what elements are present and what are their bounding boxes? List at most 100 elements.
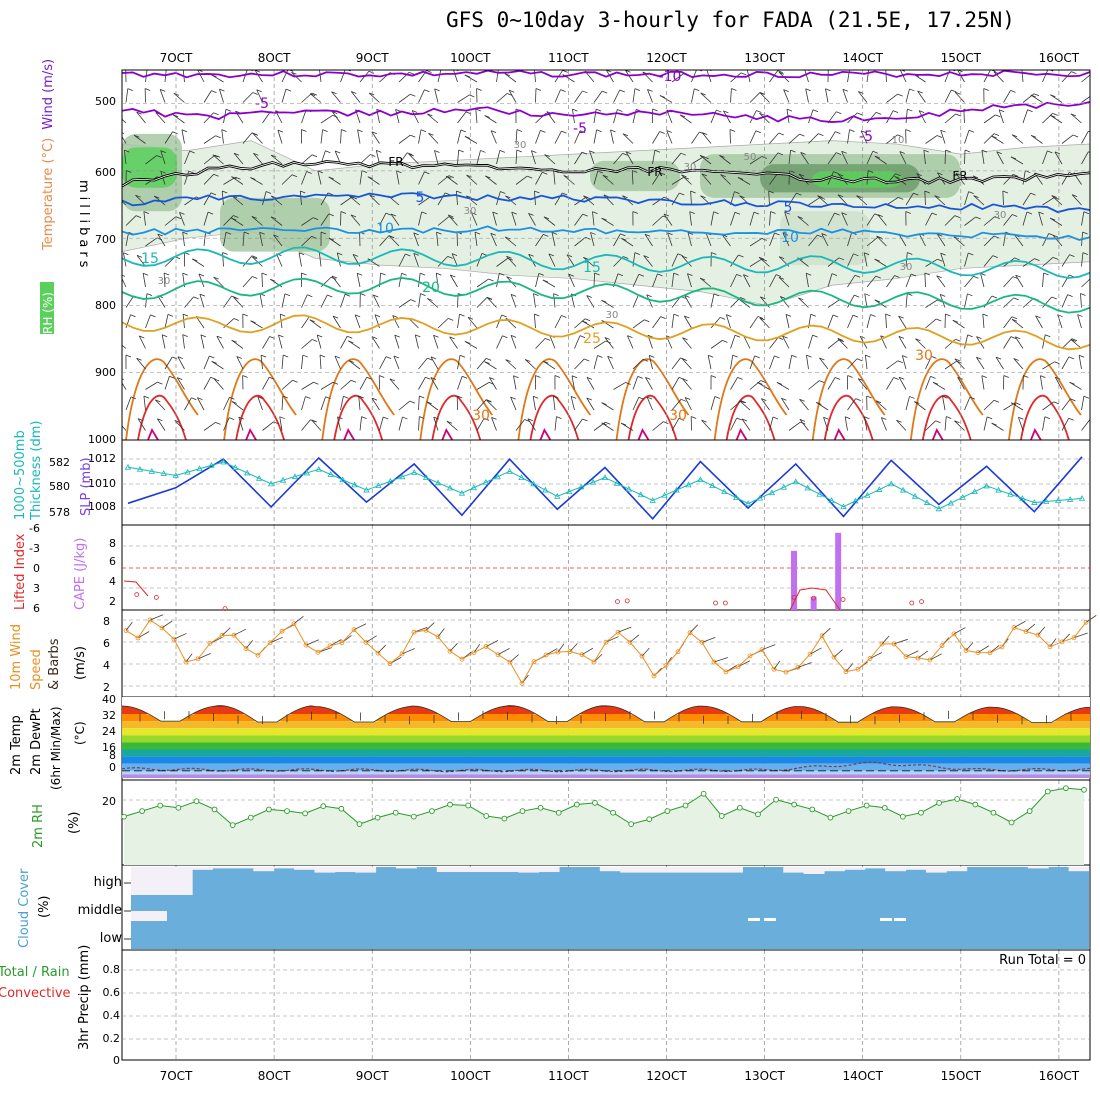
wind-barb-flag	[544, 154, 550, 157]
wind-barb	[769, 152, 779, 165]
wind-barb-flag	[894, 275, 900, 278]
wind-barb-flag	[534, 313, 540, 317]
wind-barb-flag	[817, 195, 823, 199]
wind-marker	[471, 650, 477, 656]
wind-barb	[741, 418, 751, 431]
wind-barb-flag	[535, 375, 541, 378]
cloud-mid-gap	[764, 918, 776, 921]
ytick-1000: 1000	[88, 433, 116, 446]
wind-barb	[331, 275, 341, 288]
wind-barb-flag	[486, 399, 492, 402]
wind-barb	[1042, 70, 1049, 83]
wind-barb	[749, 211, 755, 226]
wind-marker	[591, 659, 597, 665]
rh-marker	[863, 802, 870, 809]
wind-barb-flag	[125, 354, 132, 358]
wind-barb	[395, 109, 400, 124]
wind-barb-flag	[784, 211, 790, 215]
wind-barb	[886, 197, 899, 206]
rh2m-panel	[121, 785, 1090, 865]
wind-barb-flag	[1013, 297, 1019, 301]
ylabel-rh: RH (%)	[41, 292, 55, 334]
wind-barb	[827, 339, 840, 349]
wind-barb	[592, 211, 595, 226]
wind-barb-flag	[646, 396, 653, 400]
wind-barb	[679, 114, 692, 124]
li-marker	[919, 599, 924, 604]
wind-barb-flag	[385, 356, 392, 359]
wind-barb	[827, 131, 836, 144]
rh-marker	[1008, 819, 1015, 826]
wind-barb-flag	[213, 112, 219, 116]
wind-barb	[252, 256, 263, 267]
wind-barb-flag	[270, 216, 277, 220]
isotherm-40	[147, 427, 159, 440]
wind-barb-flag	[689, 211, 695, 214]
wind-barb	[797, 216, 809, 226]
wind-barb	[847, 232, 852, 247]
wind-barb	[866, 314, 871, 329]
wind-barb-flag	[993, 133, 1000, 137]
isotherm-label: -5	[859, 129, 873, 145]
wind-barb-flag	[875, 275, 881, 279]
wind-barb	[1014, 234, 1024, 247]
wind-barb	[213, 276, 224, 288]
wind-barb	[528, 213, 536, 226]
wind-barb-flag	[622, 195, 628, 199]
wind-barb	[749, 258, 763, 267]
wind-barb-flag	[283, 354, 289, 358]
wind-barb	[137, 631, 150, 639]
wind-barb-flag	[1080, 293, 1086, 296]
chart-title: GFS 0~10day 3-hourly for FADA (21.5E, 17…	[446, 8, 1015, 32]
wind-barb-flag	[973, 275, 979, 279]
wind-barb	[841, 212, 848, 226]
wind-barb-flag	[504, 73, 510, 76]
wind-barb-flag	[424, 89, 430, 93]
ylabel-thickness-2: Thickness (dm)	[29, 421, 44, 521]
wind-marker	[387, 661, 393, 667]
wind-barb	[833, 649, 843, 658]
cloud-high-gap	[192, 867, 214, 870]
wind-barb-flag	[446, 175, 452, 179]
wind-barb-flag	[799, 133, 805, 137]
wind-barb-flag	[350, 379, 357, 383]
wind-barb-flag	[430, 377, 436, 380]
wind-tick-2: 2	[103, 681, 110, 694]
wind-marker	[867, 656, 873, 661]
wind-barb	[252, 133, 263, 144]
wind-barb	[543, 216, 556, 226]
wind-barb	[259, 293, 263, 308]
cloud-high-gap	[212, 867, 234, 869]
wind-barb	[1042, 401, 1055, 411]
wind-barb	[645, 377, 653, 390]
wind-marker	[267, 640, 273, 646]
wind-barb	[632, 358, 644, 370]
wind-barb-flag	[866, 395, 872, 399]
wind-barb	[368, 92, 380, 103]
wind-barb	[535, 234, 544, 247]
isotherm-label: 30	[669, 408, 687, 424]
ylabel-cape: CAPE (J/kg)	[73, 538, 88, 610]
wind-barb-flag	[768, 190, 774, 194]
cloud-high-gap	[803, 867, 825, 874]
wind-barb	[893, 638, 908, 645]
wind-barb	[437, 216, 450, 226]
wind-barb-flag	[163, 272, 170, 276]
wind-barb	[418, 211, 423, 226]
wind-barb-flag	[1018, 416, 1024, 420]
wind-barb	[271, 195, 283, 206]
wind-barb	[607, 356, 614, 370]
wind-barb	[1049, 638, 1057, 647]
wind-barb-flag	[1015, 274, 1021, 278]
wind-tick-4: 4	[103, 659, 110, 672]
wind-barb	[622, 133, 634, 144]
wind-barb-flag	[357, 129, 363, 133]
wind-barb-flag	[335, 150, 341, 154]
wind-barb	[340, 336, 348, 349]
wind-barb	[874, 258, 887, 267]
rh-marker	[483, 813, 490, 819]
wind-barb-flag	[238, 416, 244, 420]
wind-barb-flag	[625, 70, 631, 73]
wind-barb-flag	[426, 401, 432, 405]
wind-barb-flag	[682, 337, 688, 341]
